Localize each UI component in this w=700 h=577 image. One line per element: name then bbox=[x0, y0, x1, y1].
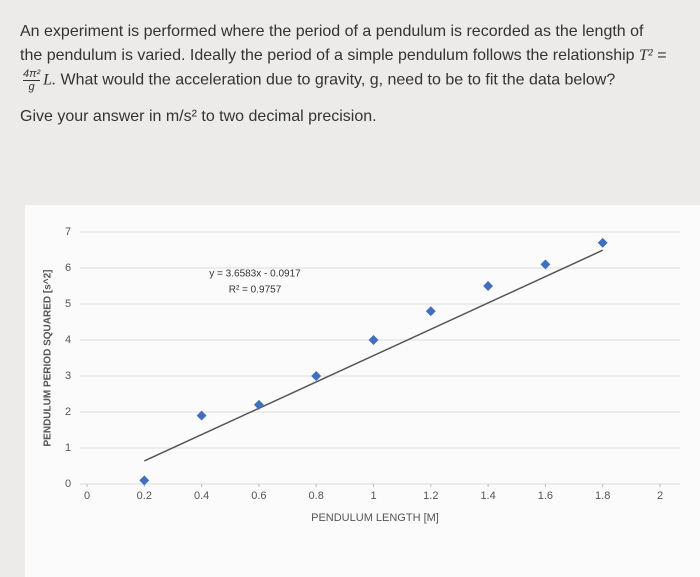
data-point bbox=[311, 371, 322, 381]
x-tick-label: 1.8 bbox=[595, 490, 610, 502]
data-point bbox=[196, 410, 207, 421]
trendline bbox=[143, 249, 604, 462]
x-tick-label: 0.2 bbox=[137, 490, 152, 502]
x-tick-label: 1.6 bbox=[538, 490, 553, 502]
y-tick-label: 0 bbox=[65, 478, 71, 490]
x-axis-title: PENDULUM LENGTH [M] bbox=[311, 512, 439, 524]
x-tick-label: 1 bbox=[370, 490, 376, 502]
chart-area bbox=[25, 205, 700, 577]
question-text: An experiment is performed where the per… bbox=[20, 20, 670, 93]
y-tick-label: 5 bbox=[65, 298, 71, 310]
text: An experiment is performed where the per… bbox=[20, 23, 644, 64]
text: What would the acceleration due to gravi… bbox=[60, 71, 616, 89]
numerator: 4π² bbox=[23, 68, 41, 81]
x-tick-label: 2 bbox=[657, 490, 663, 502]
trendline-equation: y = 3.6583x - 0.0917 bbox=[209, 269, 301, 280]
y-tick-label: 7 bbox=[65, 226, 71, 238]
y-tick-label: 4 bbox=[65, 334, 71, 346]
formula-lhs: T² bbox=[639, 47, 653, 64]
x-tick-label: 0.6 bbox=[251, 490, 266, 502]
data-point bbox=[139, 475, 150, 486]
x-tick-label: 0.8 bbox=[309, 490, 324, 502]
y-tick-label: 1 bbox=[65, 442, 71, 454]
data-point bbox=[483, 281, 494, 291]
instruction: Give your answer in m/s² to two decimal … bbox=[20, 108, 377, 125]
data-point bbox=[540, 259, 551, 270]
formula-eq: = bbox=[657, 47, 667, 64]
y-tick-label: 3 bbox=[65, 370, 71, 382]
formula-rhs: L. bbox=[43, 71, 57, 89]
y-tick-label: 2 bbox=[65, 406, 71, 418]
y-axis-title: PENDULUM PERIOD SQUARED [s^2] bbox=[43, 270, 54, 447]
trendline-r-squared: R² = 0.9757 bbox=[229, 285, 282, 296]
y-tick-label: 6 bbox=[65, 262, 71, 274]
x-tick-label: 1.2 bbox=[423, 490, 438, 502]
x-tick-label: 1.4 bbox=[480, 490, 495, 502]
x-tick-label: 0 bbox=[84, 490, 90, 502]
data-point bbox=[368, 335, 379, 345]
data-point bbox=[597, 237, 608, 248]
denominator: g bbox=[28, 81, 35, 93]
question: An experiment is performed where the per… bbox=[20, 20, 670, 141]
x-tick-label: 0.4 bbox=[194, 490, 209, 502]
data-point bbox=[425, 306, 436, 317]
formula-fraction: 4π² g bbox=[23, 68, 41, 93]
